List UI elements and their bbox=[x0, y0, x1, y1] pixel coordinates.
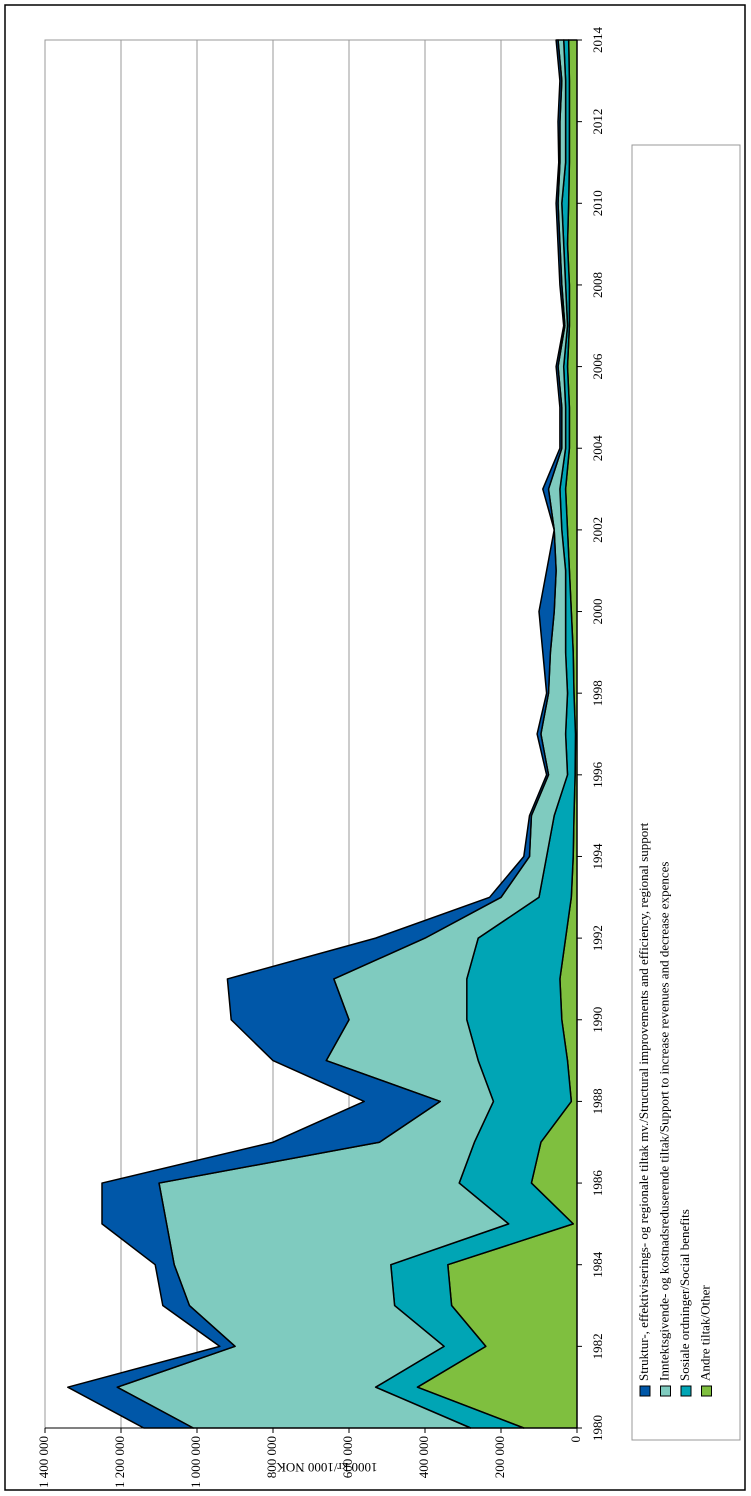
x-tick-label: 1982 bbox=[590, 1333, 605, 1359]
y-tick-label: 1 000 000 bbox=[188, 1436, 203, 1488]
x-tick-label: 2006 bbox=[590, 353, 605, 380]
y-tick-label: 600 000 bbox=[340, 1436, 355, 1478]
legend-box bbox=[631, 144, 741, 1441]
y-axis-title: 1000 kr/1000 NOK bbox=[276, 1460, 378, 1475]
legend-swatch bbox=[639, 1385, 651, 1397]
legend-swatch bbox=[701, 1385, 712, 1397]
legend-label: Sosiale ordninger/Social benefits bbox=[677, 1209, 692, 1381]
x-tick-label: 1996 bbox=[590, 761, 605, 788]
x-tick-label: 1986 bbox=[590, 1170, 605, 1197]
x-tick-label: 2008 bbox=[590, 272, 605, 298]
x-tick-label: 2014 bbox=[590, 27, 605, 54]
legend-swatch bbox=[660, 1385, 671, 1397]
x-tick-label: 2002 bbox=[590, 517, 605, 543]
x-tick-label: 2012 bbox=[590, 109, 605, 135]
x-tick-label: 1994 bbox=[590, 843, 605, 870]
x-tick-label: 1992 bbox=[590, 925, 605, 951]
legend-label: Andre tiltak/Other bbox=[697, 1285, 712, 1381]
x-tick-label: 1990 bbox=[590, 1007, 605, 1033]
x-tick-label: 2000 bbox=[590, 599, 605, 625]
x-tick-label: 2010 bbox=[590, 190, 605, 216]
y-tick-label: 800 000 bbox=[264, 1436, 279, 1478]
legend-swatch bbox=[680, 1385, 692, 1397]
rotated-chart: 1000 kr/1000 NOK 0 200 000 400 000 600 000 8… bbox=[36, 27, 741, 1488]
frame bbox=[4, 4, 746, 1491]
y-tick-label: 200 000 bbox=[492, 1436, 507, 1478]
x-tick-label: 1998 bbox=[590, 680, 605, 706]
area bbox=[67, 39, 566, 1429]
y-tick-label: 1 400 000 bbox=[36, 1436, 51, 1488]
x-tick-label: 2004 bbox=[590, 435, 605, 462]
y-tick-label: 400 000 bbox=[416, 1436, 431, 1478]
y-tick-label: 0 bbox=[568, 1436, 583, 1443]
x-tick-label: 1980 bbox=[590, 1415, 605, 1441]
x-tick-label: 1988 bbox=[590, 1088, 605, 1114]
legend-label: Struktur-, effektiviserings- og regional… bbox=[636, 822, 651, 1381]
legend-label: Inntektsgivende- og kostnadsreduserende … bbox=[656, 862, 671, 1381]
x-tick-label: 1984 bbox=[590, 1251, 605, 1278]
y-tick-label: 1 200 000 bbox=[112, 1436, 127, 1488]
